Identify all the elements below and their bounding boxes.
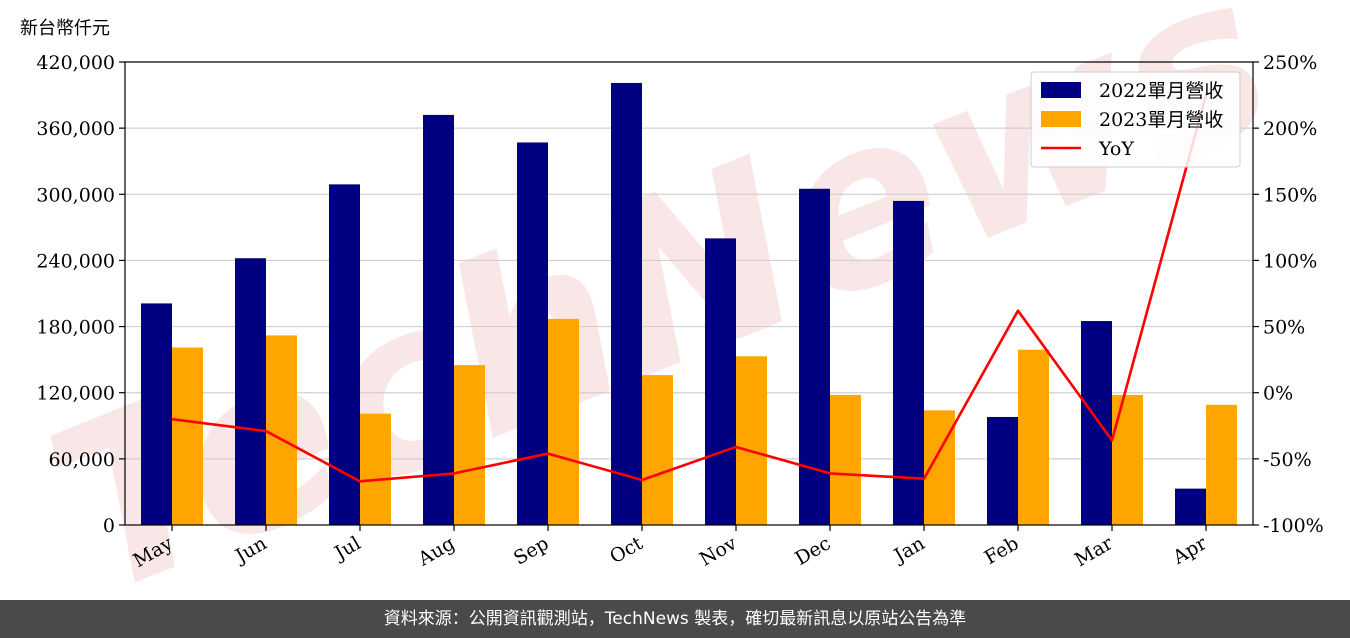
bar-2022-nov bbox=[705, 238, 736, 525]
bar-2023-sep bbox=[548, 318, 579, 525]
plot-frame bbox=[124, 61, 1254, 526]
y-right-tick-label: 50% bbox=[1263, 317, 1305, 339]
bar-2023-feb bbox=[1018, 349, 1049, 525]
y-right-tick-label: 0% bbox=[1263, 383, 1293, 405]
bar-2022-jan bbox=[893, 200, 924, 525]
bar-2022-mar bbox=[1081, 321, 1112, 525]
bar-2023-oct bbox=[642, 375, 673, 525]
y-left-tick-label: 60,000 bbox=[49, 449, 115, 471]
y-left-tick-label: 360,000 bbox=[36, 118, 115, 140]
bar-2023-apr bbox=[1206, 404, 1237, 525]
yoy-line bbox=[171, 94, 1208, 483]
x-tick-label-jan: Jan bbox=[889, 532, 929, 568]
y-right-tick-label: -100% bbox=[1263, 515, 1324, 537]
bar-2022-oct bbox=[611, 82, 642, 525]
x-tick-label-apr: Apr bbox=[1168, 532, 1211, 569]
legend-swatch bbox=[1041, 82, 1081, 98]
chart: TechNews 0 60,000 120,000 180,000 240,000 300… bbox=[17, 0, 1324, 600]
x-tick-label-mar: Mar bbox=[1071, 532, 1117, 571]
bar-2023-jun bbox=[266, 335, 297, 525]
bar-2023-nov bbox=[736, 356, 767, 525]
bar-2022-sep bbox=[517, 142, 548, 525]
x-tick-label-aug: Aug bbox=[414, 532, 459, 571]
unit-label: 新台幣仟元 bbox=[20, 18, 110, 39]
legend-swatch bbox=[1041, 111, 1081, 127]
y-left-tick-label: 300,000 bbox=[36, 184, 115, 206]
legend-label: 2022單月營收 bbox=[1099, 80, 1223, 102]
x-tick-label-dec: Dec bbox=[791, 532, 834, 570]
legend-label: YoY bbox=[1098, 138, 1134, 160]
bar-2023-mar bbox=[1112, 394, 1143, 525]
y-right-tick-label: 150% bbox=[1263, 184, 1317, 206]
bar-2023-jul bbox=[360, 413, 391, 525]
y-right-tick-label: 200% bbox=[1263, 118, 1317, 140]
y-left-tick-label: 420,000 bbox=[36, 52, 115, 74]
legend bbox=[1030, 71, 1241, 168]
y-left-tick-label: 240,000 bbox=[36, 250, 115, 272]
x-tick-label-feb: Feb bbox=[981, 532, 1023, 569]
legend-label: 2023單月營收 bbox=[1099, 109, 1223, 131]
bar-2023-jan bbox=[924, 410, 955, 525]
y-left-tick-label: 120,000 bbox=[36, 383, 115, 405]
bar-2022-feb bbox=[987, 416, 1018, 525]
x-tick-label-oct: Oct bbox=[606, 532, 647, 568]
bar-2023-may bbox=[172, 347, 203, 525]
bar-2023-dec bbox=[830, 394, 861, 525]
bar-2022-apr bbox=[1175, 488, 1206, 525]
y-right-tick-label: -50% bbox=[1263, 449, 1312, 471]
chart-svg: TechNews 060,000120,000180,000240,000300… bbox=[18, 0, 1324, 600]
bar-2022-may bbox=[141, 303, 172, 525]
x-tick-label-sep: Sep bbox=[510, 532, 553, 569]
x-tick-label-nov: Nov bbox=[696, 532, 741, 571]
bar-2022-jun bbox=[235, 258, 266, 525]
source-footer: 資料來源：公開資訊觀測站，TechNews 製表，確切最新訊息以原站公告為準 bbox=[0, 600, 1350, 638]
bar-2023-aug bbox=[454, 365, 485, 525]
bar-2022-aug bbox=[423, 114, 454, 526]
y-right-tick-label: 250% bbox=[1263, 52, 1317, 74]
y-right-tick-label: 100% bbox=[1263, 250, 1317, 272]
y-left-tick-label: 180,000 bbox=[36, 317, 115, 339]
bar-2022-dec bbox=[799, 188, 830, 525]
y-left-tick-label: 0 bbox=[103, 515, 115, 537]
